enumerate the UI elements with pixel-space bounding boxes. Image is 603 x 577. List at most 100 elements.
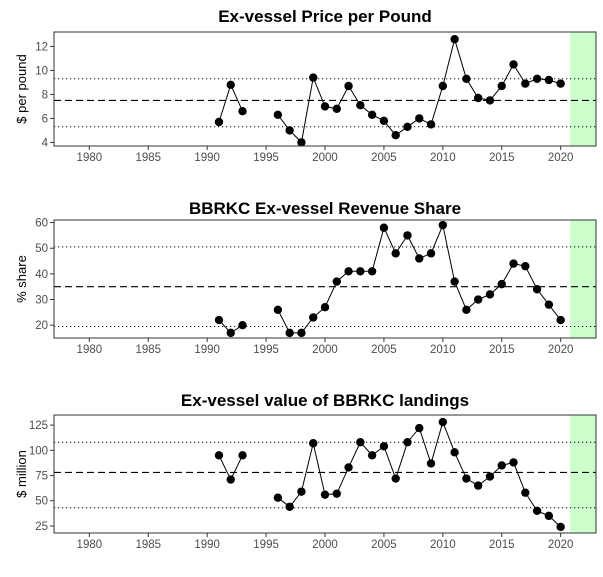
data-point — [320, 102, 330, 111]
data-point — [403, 438, 412, 447]
x-tick-label: 2005 — [371, 152, 397, 164]
data-point — [415, 114, 424, 123]
data-point — [367, 451, 377, 460]
data-point — [438, 81, 448, 91]
chart-panel-3: Ex-vessel value of BBRKC landings 1980 198… — [14, 391, 597, 551]
data-point — [379, 442, 389, 451]
data-point — [309, 313, 318, 322]
data-point — [320, 303, 330, 312]
data-point — [297, 328, 306, 338]
data-point — [544, 75, 554, 85]
data-point — [344, 267, 353, 276]
data-point — [426, 459, 436, 468]
y-tick-label: 30 — [35, 295, 48, 307]
data-point — [532, 74, 542, 84]
data-point — [521, 261, 530, 271]
x-tick-label: 2005 — [371, 539, 397, 551]
data-point — [450, 448, 459, 457]
data-point — [415, 423, 424, 433]
data-point — [285, 502, 294, 511]
series-line — [218, 83, 243, 123]
data-point — [367, 267, 377, 276]
data-point — [509, 259, 518, 268]
panel-border — [53, 414, 597, 534]
y-axis-label: % share — [14, 255, 29, 303]
y-tick-label: 4 — [42, 137, 49, 149]
data-point — [332, 277, 341, 286]
data-point — [214, 117, 224, 127]
x-tick-label: 1995 — [253, 152, 279, 164]
data-point — [509, 60, 518, 69]
data-point — [556, 79, 565, 88]
projection-band — [570, 220, 596, 338]
x-tick-label: 2020 — [548, 539, 574, 551]
data-point — [556, 315, 565, 325]
y-axis-label: $ million — [14, 450, 29, 498]
data-point — [532, 506, 542, 516]
data-point — [462, 305, 471, 314]
data-point — [521, 79, 530, 88]
x-tick-label: 2015 — [489, 539, 515, 551]
data-point — [214, 451, 224, 460]
data-point — [379, 223, 389, 232]
y-tick-label: 8 — [42, 89, 48, 101]
data-point — [285, 126, 294, 135]
data-point — [226, 328, 235, 338]
chart-title: Ex-vessel value of BBRKC landings — [181, 391, 469, 410]
data-point — [309, 73, 318, 82]
x-tick-label: 1985 — [135, 344, 161, 356]
x-tick-label: 1980 — [77, 539, 103, 551]
y-tick-label: 25 — [35, 521, 48, 533]
series-line — [277, 223, 562, 334]
data-point — [391, 131, 400, 140]
data-point — [238, 451, 247, 460]
data-point — [356, 267, 365, 276]
x-tick-label: 1980 — [77, 344, 103, 356]
x-tick-label: 2020 — [548, 152, 574, 164]
data-point — [273, 110, 283, 120]
x-tick-label: 2015 — [489, 152, 515, 164]
chart-panel-1: Ex-vessel Price per Pound 1980 1985 1990 199… — [14, 7, 597, 164]
data-point — [238, 107, 247, 116]
data-point — [450, 277, 459, 286]
y-tick-label: 125 — [29, 420, 48, 432]
x-tick-label: 1995 — [253, 344, 279, 356]
chart-panel-2: BBRKC Ex-vessel Revenue Share 1980 1985 199… — [14, 199, 597, 356]
data-point — [497, 81, 506, 91]
x-tick-label: 2010 — [430, 539, 456, 551]
x-tick-label: 2000 — [312, 344, 338, 356]
data-point — [367, 110, 377, 120]
x-tick-label: 1995 — [253, 539, 279, 551]
data-point — [532, 285, 542, 294]
data-point — [462, 474, 471, 483]
data-point — [556, 522, 565, 532]
y-tick-label: 50 — [35, 496, 48, 508]
x-tick-label: 1980 — [77, 152, 103, 164]
y-tick-label: 100 — [29, 445, 48, 457]
data-point — [497, 279, 506, 289]
data-point — [356, 438, 365, 447]
data-point — [285, 328, 294, 338]
data-point — [297, 138, 306, 147]
data-point — [379, 116, 389, 126]
y-tick-label: 60 — [35, 218, 48, 230]
panel-border — [53, 219, 597, 339]
data-point — [438, 417, 448, 427]
data-point — [344, 463, 353, 472]
data-point — [497, 461, 506, 470]
data-point — [544, 511, 554, 521]
series-line — [277, 420, 561, 528]
data-point — [485, 290, 495, 299]
data-point — [238, 320, 247, 330]
y-tick-label: 12 — [35, 41, 48, 53]
data-point — [309, 439, 318, 448]
y-tick-label: 6 — [42, 113, 48, 125]
x-tick-label: 2010 — [430, 152, 456, 164]
data-point — [273, 305, 283, 314]
data-point — [332, 104, 341, 114]
y-tick-label: 75 — [35, 471, 48, 483]
data-point — [438, 220, 448, 230]
data-point — [214, 315, 224, 325]
data-point — [403, 231, 412, 240]
